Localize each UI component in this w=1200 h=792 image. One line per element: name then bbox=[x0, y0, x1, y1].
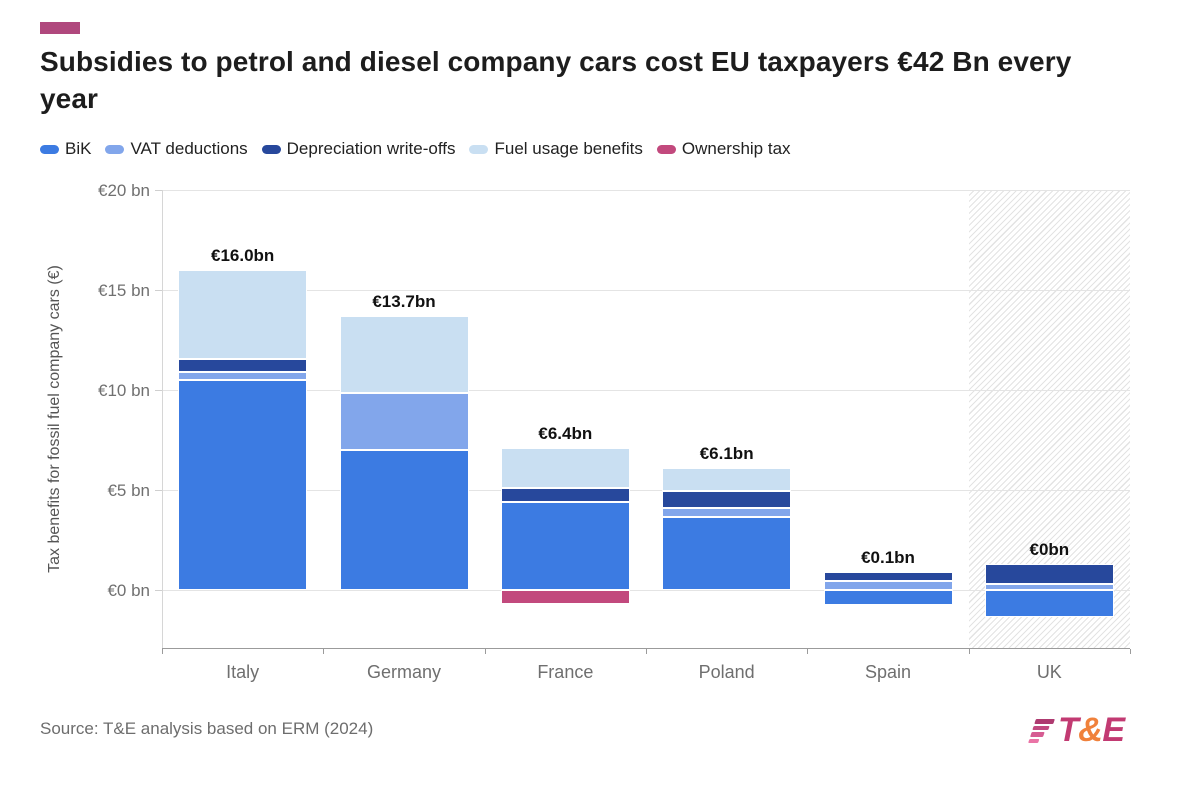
legend-item-depreciation-write-offs: Depreciation write-offs bbox=[261, 139, 456, 159]
legend-chip-icon bbox=[105, 144, 125, 154]
bar-total-label-france: €6.4bn bbox=[538, 424, 593, 444]
accent-bar bbox=[40, 22, 80, 34]
y-tick-mark bbox=[155, 490, 162, 491]
logo-letter: T bbox=[1058, 711, 1079, 749]
bar-total-label-uk: €0bn bbox=[1029, 540, 1070, 559]
legend-item-ownership-tax: Ownership tax bbox=[656, 139, 791, 159]
bar-segment-bik-germany[interactable] bbox=[339, 450, 469, 590]
x-category-label-poland: Poland bbox=[698, 662, 755, 682]
legend: BiK VAT deductions Depreciation write-offs… bbox=[40, 139, 791, 159]
logo-stripe bbox=[1028, 738, 1040, 743]
legend-chip-icon bbox=[469, 144, 489, 154]
y-tick-label: €5 bn bbox=[107, 481, 150, 500]
bar-segment-ownership-tax-france[interactable] bbox=[500, 590, 630, 604]
bar-segment-fuel-usage-benefits-france[interactable] bbox=[500, 448, 630, 489]
bar-segment-fuel-usage-benefits-germany[interactable] bbox=[339, 316, 469, 393]
page-title: Subsidies to petrol and diesel company c… bbox=[40, 46, 1072, 114]
y-tick-mark bbox=[155, 290, 162, 291]
source-attribution: Source: T&E analysis based on ERM (2024) bbox=[40, 719, 374, 738]
te-logo-stripes-icon bbox=[1028, 719, 1055, 743]
y-tick-mark bbox=[155, 590, 162, 591]
y-axis-line bbox=[162, 190, 163, 648]
legend-chip-icon bbox=[656, 144, 676, 154]
bar-total-label-spain: €0.1bn bbox=[861, 548, 915, 568]
y-tick-label: €10 bn bbox=[98, 381, 150, 400]
legend-chip-icon bbox=[261, 144, 281, 154]
bar-segment-bik-france[interactable] bbox=[500, 502, 630, 590]
gridline-20bn bbox=[162, 190, 1130, 191]
legend-item-bik: BiK bbox=[40, 139, 91, 159]
te-logo: T&E bbox=[1028, 706, 1152, 754]
x-category-label-france: France bbox=[537, 662, 594, 682]
bar-segment-vat-deductions-spain[interactable] bbox=[823, 581, 953, 590]
gridline-15bn bbox=[162, 290, 1130, 291]
y-tick-label: €20 bn bbox=[98, 181, 150, 200]
bar-segment-vat-deductions-uk[interactable] bbox=[984, 584, 1114, 590]
bar-segment-bik-poland[interactable] bbox=[662, 517, 792, 590]
y-tick-mark bbox=[155, 190, 162, 191]
legend-item-fuel-usage-benefits: Fuel usage benefits bbox=[469, 139, 643, 159]
bar-segment-vat-deductions-poland[interactable] bbox=[662, 508, 792, 517]
te-logo-text: T&E bbox=[1058, 713, 1125, 747]
bar-segment-bik-uk[interactable] bbox=[984, 590, 1114, 617]
x-axis-line bbox=[162, 648, 1130, 649]
logo-letter: E bbox=[1102, 711, 1125, 749]
x-tick-mark bbox=[1130, 649, 1131, 654]
x-category-label-spain: Spain bbox=[864, 662, 912, 682]
logo-stripe bbox=[1032, 725, 1050, 730]
x-tick-mark bbox=[968, 649, 970, 654]
bar-segment-fuel-usage-benefits-italy[interactable] bbox=[178, 270, 308, 359]
bar-segment-fuel-usage-benefits-poland[interactable] bbox=[662, 468, 792, 491]
x-tick-mark bbox=[484, 649, 486, 654]
legend-chip-icon bbox=[40, 144, 59, 154]
y-tick-mark bbox=[155, 390, 162, 391]
x-tick-mark bbox=[323, 649, 325, 654]
bar-segment-depreciation-write-offs-uk[interactable] bbox=[984, 564, 1114, 584]
y-axis-title-text: Tax benefits for fossil fuel company car… bbox=[46, 265, 63, 573]
legend-label: Depreciation write-offs bbox=[286, 139, 456, 158]
bar-segment-depreciation-write-offs-france[interactable] bbox=[500, 488, 630, 503]
x-category-label-uk: UK bbox=[1036, 662, 1062, 682]
x-category-label-italy: Italy bbox=[226, 662, 260, 682]
gridline-5bn bbox=[162, 490, 1130, 491]
x-tick-mark bbox=[807, 649, 809, 654]
gridline-10bn bbox=[162, 390, 1130, 391]
bar-segment-depreciation-write-offs-poland[interactable] bbox=[662, 491, 792, 508]
bar-segment-vat-deductions-germany[interactable] bbox=[339, 393, 469, 450]
x-category-label-germany: Germany bbox=[366, 662, 442, 682]
bar-segment-depreciation-write-offs-italy[interactable] bbox=[178, 359, 308, 372]
bar-segment-bik-spain[interactable] bbox=[823, 590, 953, 605]
bar-total-label-italy: €16.0bn bbox=[211, 246, 275, 265]
x-tick-mark bbox=[162, 649, 163, 654]
bar-segment-depreciation-write-offs-spain[interactable] bbox=[823, 572, 953, 582]
gridline-0bn bbox=[162, 590, 1130, 591]
logo-letter: & bbox=[1078, 711, 1103, 749]
legend-label: Ownership tax bbox=[681, 139, 791, 158]
logo-stripe bbox=[1030, 732, 1045, 737]
x-tick-mark bbox=[646, 649, 647, 654]
legend-label: VAT deductions bbox=[130, 139, 248, 158]
bar-segment-vat-deductions-italy[interactable] bbox=[178, 372, 308, 380]
y-axis-title: Tax benefits for fossil fuel company car… bbox=[40, 190, 70, 648]
bar-total-label-poland: €6.1bn bbox=[699, 444, 754, 463]
bar-segment-bik-italy[interactable] bbox=[178, 380, 308, 590]
y-tick-label: €0 bn bbox=[107, 581, 150, 600]
legend-label: Fuel usage benefits bbox=[494, 139, 643, 158]
logo-stripe bbox=[1034, 719, 1055, 724]
legend-item-vat-deductions: VAT deductions bbox=[105, 139, 248, 159]
legend-label: BiK bbox=[65, 139, 92, 158]
bar-total-label-germany: €13.7bn bbox=[372, 292, 436, 311]
y-tick-label: €15 bn bbox=[98, 281, 150, 300]
